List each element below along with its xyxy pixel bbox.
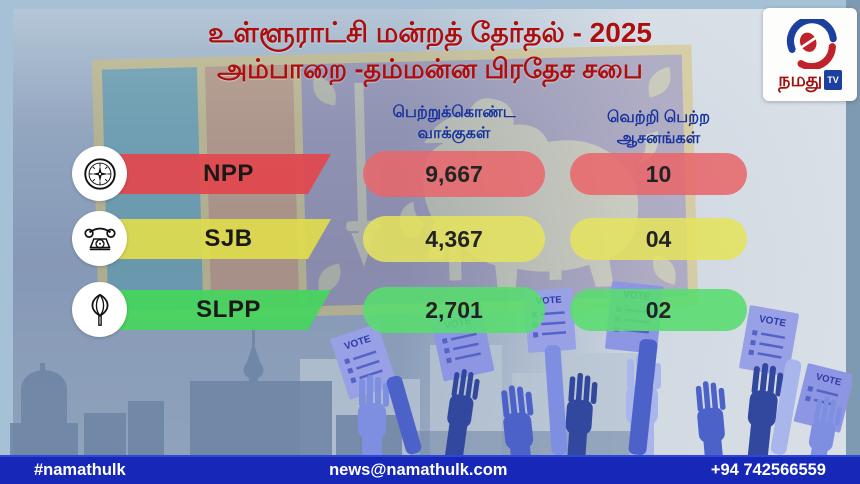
telephone-icon bbox=[83, 227, 116, 250]
raised-hands bbox=[358, 338, 843, 455]
party-symbol-npp bbox=[72, 146, 127, 201]
votes-value-sjb: 4,367 bbox=[425, 225, 483, 252]
seats-header-line1: வெற்றி பெற்ற bbox=[606, 109, 710, 126]
seats-pill-sjb: 04 bbox=[570, 218, 747, 260]
result-row-npp: NPP 9,667 10 bbox=[0, 146, 860, 201]
party-name-sjb: SJB bbox=[204, 225, 253, 252]
party-symbol-slpp bbox=[72, 282, 127, 337]
namathu-tv-logo: நமது TV bbox=[763, 8, 857, 101]
column-header-seats: வெற்றி பெற்ற ஆசனங்கள் bbox=[566, 107, 751, 149]
lotus-bud-icon bbox=[91, 293, 108, 326]
logo-swirl-icon bbox=[786, 19, 837, 69]
seats-pill-slpp: 02 bbox=[570, 289, 747, 331]
column-header-votes: பெற்றுக்கொண்ட வாக்குகள் bbox=[355, 102, 553, 144]
logo-tv-badge: TV bbox=[824, 70, 842, 90]
votes-header-line2: வாக்குகள் bbox=[417, 125, 491, 142]
votes-value-slpp: 2,701 bbox=[425, 296, 483, 323]
party-name-slpp: SLPP bbox=[196, 296, 261, 323]
seats-value-sjb: 04 bbox=[645, 225, 672, 252]
seats-pill-npp: 10 bbox=[570, 153, 747, 195]
background-right-strip bbox=[846, 0, 860, 484]
footer-hashtag: #namathulk bbox=[34, 461, 126, 479]
party-bar-slpp: SLPP bbox=[98, 290, 331, 330]
votes-pill-npp: 9,667 bbox=[363, 151, 545, 197]
party-symbol-sjb bbox=[72, 211, 127, 266]
page-title: உள்ளூராட்சி மன்றத் தேர்தல் - 2025 அம்பாற… bbox=[0, 14, 860, 88]
seats-value-npp: 10 bbox=[645, 160, 672, 187]
compass-icon bbox=[83, 157, 116, 190]
result-row-sjb: SJB 4,367 04 bbox=[0, 211, 860, 266]
votes-pill-sjb: 4,367 bbox=[363, 216, 545, 262]
footer-bar: #namathulk news@namathulk.com +94 742566… bbox=[0, 455, 860, 484]
title-line-2: அம்பாறை -தம்மன்ன பிரதேச சபை bbox=[217, 54, 643, 84]
footer-phone: +94 742566559 bbox=[710, 461, 826, 479]
votes-pill-slpp: 2,701 bbox=[363, 287, 545, 333]
logo-wordmark: நமது TV bbox=[778, 70, 842, 91]
result-row-slpp: SLPP 2,701 02 bbox=[0, 282, 860, 337]
seats-value-slpp: 02 bbox=[645, 296, 672, 323]
seats-header-line2: ஆசனங்கள் bbox=[616, 130, 701, 147]
party-bar-sjb: SJB bbox=[98, 219, 331, 259]
logo-name: நமது bbox=[778, 70, 823, 91]
party-bar-npp: NPP bbox=[98, 154, 331, 194]
votes-value-npp: 9,667 bbox=[425, 160, 483, 187]
footer-email: news@namathulk.com bbox=[329, 461, 508, 479]
party-name-npp: NPP bbox=[203, 160, 254, 187]
title-line-1: உள்ளூராட்சி மன்றத் தேர்தல் - 2025 bbox=[208, 17, 652, 48]
vote-label: VOTE bbox=[758, 314, 787, 330]
votes-header-line1: பெற்றுக்கொண்ட bbox=[392, 104, 516, 121]
